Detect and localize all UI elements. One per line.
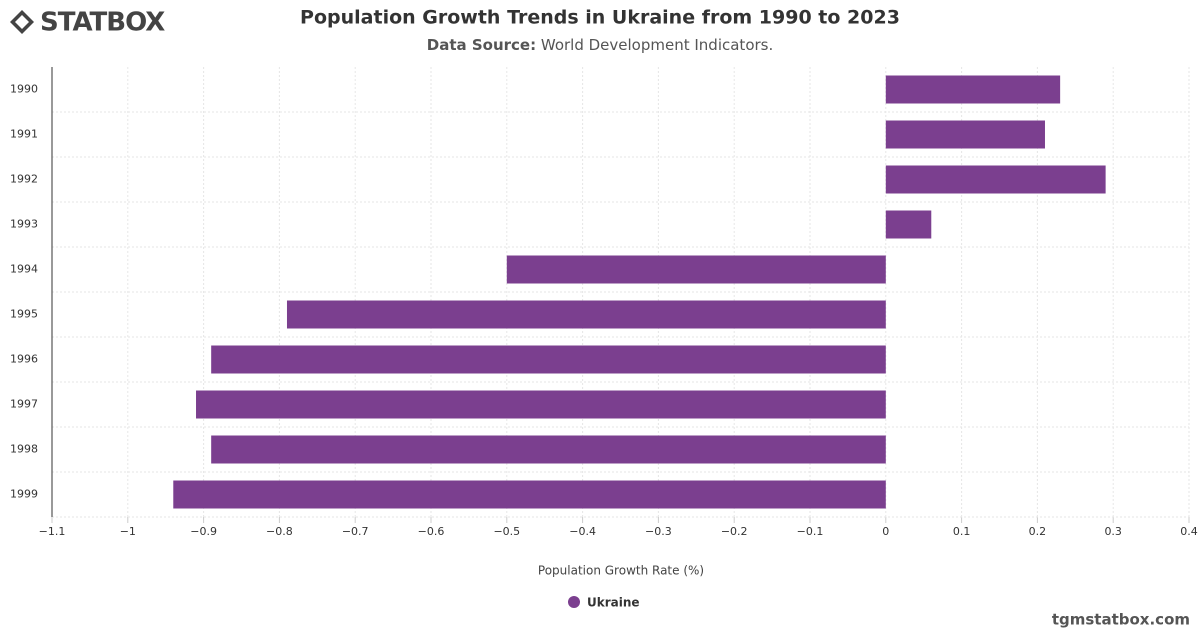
bar [196, 390, 886, 419]
bar [885, 210, 932, 239]
subtitle-text: World Development Indicators. [541, 36, 773, 54]
x-tick-label: −0.8 [266, 525, 293, 538]
x-tick-label: −0.1 [797, 525, 824, 538]
y-tick-label: 1994 [10, 263, 38, 276]
logo-icon-inner [15, 15, 29, 29]
legend-marker [568, 596, 580, 608]
x-tick-label: −0.3 [645, 525, 672, 538]
x-tick-label: −0.7 [342, 525, 369, 538]
x-tick-label: −1 [120, 525, 136, 538]
bar [506, 255, 886, 284]
bar [173, 480, 886, 509]
y-tick-label: 1998 [10, 443, 38, 456]
legend-label: Ukraine [587, 596, 640, 610]
x-tick-label: −0.9 [190, 525, 217, 538]
x-tick-label: 0.4 [1180, 525, 1198, 538]
y-tick-label: 1995 [10, 308, 38, 321]
x-axis-label: Population Growth Rate (%) [538, 564, 704, 578]
x-tick-label: −0.2 [721, 525, 748, 538]
x-tick-label: 0 [882, 525, 889, 538]
x-tick-label: −1.1 [39, 525, 66, 538]
x-tick-label: 0.3 [1104, 525, 1122, 538]
bar [211, 345, 886, 374]
chart-subtitle: Data Source: World Development Indicator… [427, 36, 774, 54]
footer: tgmstatbox.com [1052, 611, 1190, 629]
x-tick-label: −0.4 [569, 525, 596, 538]
y-tick-label: 1999 [10, 488, 38, 501]
y-tick-label: 1996 [10, 353, 38, 366]
x-tick-label: −0.5 [493, 525, 520, 538]
bar [286, 300, 886, 329]
y-tick-label: 1997 [10, 398, 38, 411]
y-tick-label: 1992 [10, 173, 38, 186]
subtitle-label: Data Source: [427, 36, 536, 54]
bar [885, 120, 1045, 149]
logo: STATBOX [10, 8, 166, 38]
y-tick-label: 1991 [10, 128, 38, 141]
chart-title: Population Growth Trends in Ukraine from… [300, 7, 900, 29]
bar [211, 435, 886, 464]
bar [885, 165, 1106, 194]
x-tick-label: 0.2 [1029, 525, 1047, 538]
brand: STATBOX [40, 8, 165, 38]
bar [885, 75, 1061, 104]
x-tick-label: −0.6 [418, 525, 445, 538]
y-tick-label: 1993 [10, 218, 38, 231]
y-tick-label: 1990 [10, 83, 38, 96]
x-tick-label: 0.1 [953, 525, 971, 538]
